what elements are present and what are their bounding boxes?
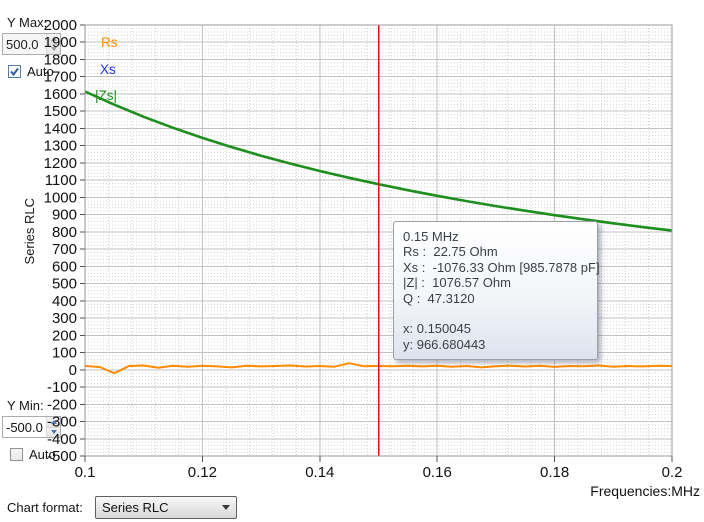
legend-item-zs: |Zs| bbox=[95, 88, 118, 103]
y-min-label: Y Min: bbox=[7, 398, 44, 413]
y-tick-label: 1200 bbox=[44, 155, 77, 172]
x-tick-label: 0.18 bbox=[540, 464, 569, 481]
x-tick-label: 0.2 bbox=[662, 464, 683, 481]
down-arrow-icon bbox=[50, 47, 57, 52]
plot-border bbox=[84, 24, 673, 457]
x-axis-title: Frequencies:MHz bbox=[590, 483, 700, 499]
y-min-spin-up-button[interactable] bbox=[47, 417, 60, 427]
y-tick-label: 1700 bbox=[44, 69, 77, 86]
y-tick-label: 500 bbox=[52, 276, 77, 293]
y-max-auto-label: Auto bbox=[27, 64, 54, 79]
y-max-auto-checkbox[interactable]: Auto bbox=[8, 64, 54, 79]
chevron-down-icon bbox=[222, 505, 230, 510]
y-tick-label: 1300 bbox=[44, 138, 77, 155]
up-arrow-icon bbox=[50, 36, 57, 41]
tooltip-xs: Xs : -1076.33 Ohm [985.7878 pF] bbox=[403, 259, 600, 275]
tooltip-spacer bbox=[403, 306, 588, 321]
y-tick-label: -100 bbox=[47, 379, 77, 396]
y-tick-label: 1800 bbox=[44, 51, 77, 68]
tooltip-q: Q : 47.3120 bbox=[403, 290, 475, 306]
tooltip-cursor-x: x: 0.150045 bbox=[403, 321, 471, 337]
y-tick-label: 1600 bbox=[44, 86, 77, 103]
tooltip-frequency: 0.15 MHz bbox=[403, 229, 459, 244]
y-tick-label: 1400 bbox=[44, 120, 77, 137]
y-min-spinner[interactable] bbox=[2, 416, 61, 438]
y-tick-label: -500 bbox=[47, 448, 77, 465]
chart-format-select[interactable]: Series RLC bbox=[95, 496, 237, 519]
y-max-label: Y Max: bbox=[7, 15, 48, 30]
x-tick-label: 0.12 bbox=[188, 464, 217, 481]
legend-item-xs: Xs bbox=[100, 62, 116, 77]
y-max-spinner[interactable] bbox=[2, 33, 61, 55]
x-tick-label: 0.14 bbox=[305, 464, 334, 481]
y-tick-label: -400 bbox=[47, 431, 77, 448]
y-tick-label: 900 bbox=[52, 207, 77, 224]
y-tick-label: -200 bbox=[47, 396, 77, 413]
legend-item-rs: Rs bbox=[101, 35, 118, 50]
y-tick-label: 600 bbox=[52, 258, 77, 275]
y-tick-label: 100 bbox=[52, 345, 77, 362]
y-tick-label: 300 bbox=[52, 310, 77, 327]
up-arrow-icon bbox=[50, 419, 57, 424]
axis-ticks bbox=[80, 24, 673, 462]
y-tick-label: 2000 bbox=[44, 17, 77, 34]
y-tick-label: 1100 bbox=[45, 172, 77, 189]
y-min-auto-checkbox[interactable]: Auto bbox=[10, 447, 56, 462]
y-tick-label: 1900 bbox=[44, 34, 77, 51]
tooltip-z: |Z| : 1076.57 Ohm bbox=[403, 275, 511, 291]
y-max-input[interactable] bbox=[3, 34, 46, 54]
x-tick-label: 0.16 bbox=[423, 464, 452, 481]
down-arrow-icon bbox=[50, 430, 57, 435]
tooltip-rs: Rs : 22.75 Ohm bbox=[403, 244, 498, 260]
x-tick-label: 0.1 bbox=[75, 464, 96, 481]
y-tick-label: 800 bbox=[52, 224, 77, 241]
cursor-tooltip: 0.15 MHz Rs : 22.75 Ohm Xs : -1076.33 Oh… bbox=[393, 221, 600, 361]
y-min-input[interactable] bbox=[3, 417, 46, 437]
y-tick-label: 1500 bbox=[44, 103, 77, 120]
y-tick-label: 700 bbox=[52, 241, 77, 258]
y-tick-label: 1000 bbox=[44, 189, 77, 206]
tooltip-cursor-y: y: 966.680443 bbox=[403, 336, 486, 352]
y-max-spin-up-button[interactable] bbox=[47, 34, 60, 44]
checkbox-checked-icon[interactable] bbox=[8, 65, 21, 78]
y-tick-label: -300 bbox=[47, 414, 77, 431]
y-min-auto-label: Auto bbox=[29, 447, 56, 462]
chart-format-value: Series RLC bbox=[102, 500, 169, 515]
chart-format-label: Chart format: bbox=[7, 500, 83, 515]
y-min-spin-down-button[interactable] bbox=[47, 426, 60, 437]
y-tick-label: 0 bbox=[69, 362, 77, 379]
y-tick-label: 200 bbox=[52, 327, 77, 344]
y-tick-label: 400 bbox=[52, 293, 77, 310]
checkbox-unchecked-icon[interactable] bbox=[10, 448, 23, 461]
y-max-spin-down-button[interactable] bbox=[47, 43, 60, 54]
